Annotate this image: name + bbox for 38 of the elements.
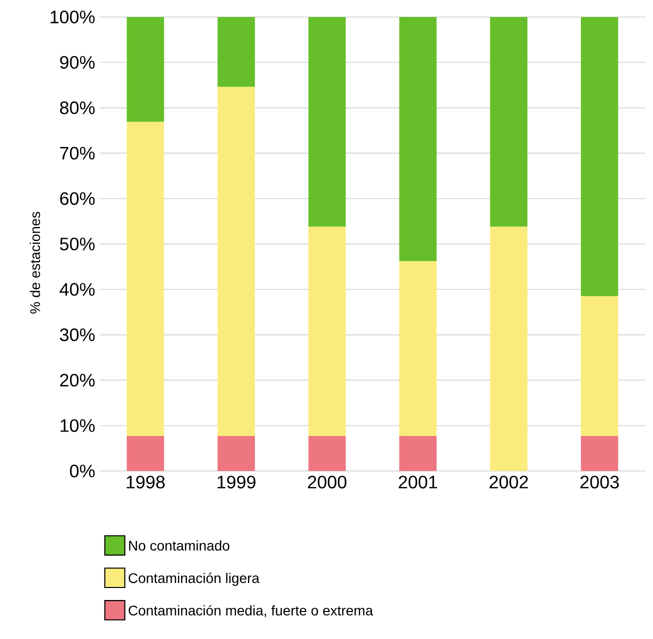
bar (308, 16, 346, 227)
bar (490, 226, 528, 471)
bar (126, 16, 164, 122)
y-tick-label: 60% (60, 192, 95, 205)
y-tick-label: 90% (60, 56, 95, 69)
bar (126, 122, 164, 436)
x-tick-label: 2002 (490, 476, 528, 488)
legend-label: No contaminado (129, 540, 230, 551)
bar (580, 296, 618, 436)
y-tick-label: 100% (50, 10, 95, 24)
x-tick-label: 2001 (398, 476, 438, 488)
bar (399, 16, 437, 262)
y-tick-label: 20% (60, 374, 95, 387)
x-tick-label: 1998 (126, 476, 165, 488)
bar (399, 436, 437, 471)
legend-label: Contaminación ligera (128, 572, 260, 586)
x-tick-label: 2003 (580, 476, 619, 488)
bar (218, 16, 255, 87)
y-tick-label: 50% (60, 238, 95, 250)
y-tick-label: 10% (60, 419, 95, 432)
x-tick-label: 2000 (308, 476, 346, 488)
bar (580, 16, 618, 296)
y-axis-title: % de estaciones (30, 212, 40, 314)
bar (126, 436, 164, 471)
bar (308, 226, 346, 436)
bar (218, 86, 255, 436)
bar (580, 436, 618, 471)
y-tick-label: 30% (60, 328, 95, 342)
y-tick-label: 0% (70, 464, 95, 478)
bar (308, 436, 346, 471)
y-tick-label: 70% (60, 146, 95, 160)
y-tick-label: 80% (60, 101, 95, 114)
bar (399, 261, 437, 436)
y-tick-label: 40% (60, 283, 95, 296)
bar (490, 16, 528, 227)
legend-label: Contaminación media, fuerte o extrema (128, 605, 374, 618)
x-tick-label: 1999 (218, 476, 256, 488)
bar (218, 436, 255, 471)
